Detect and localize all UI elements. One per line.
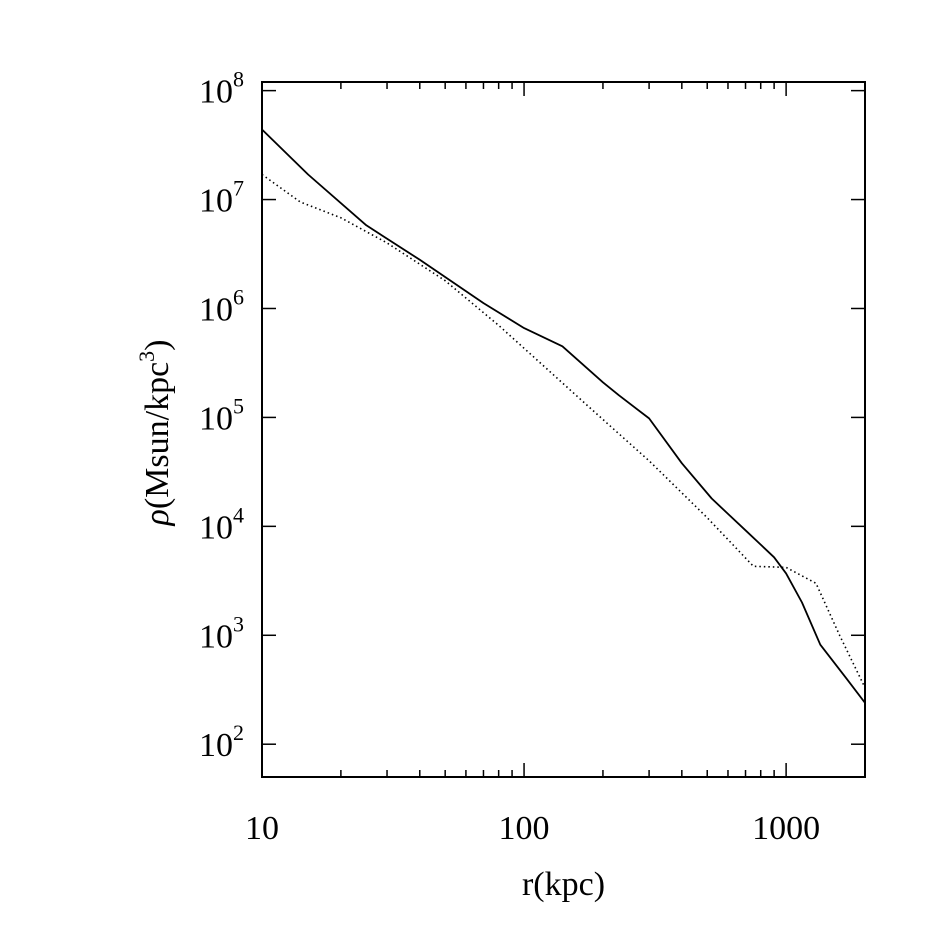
y-tick-label: 107 <box>199 176 244 220</box>
y-tick-label: 102 <box>199 720 244 764</box>
y-axis-label-symbol: ρ <box>139 509 176 526</box>
y-tick-label-base: 10 <box>199 509 233 546</box>
y-tick-label-base: 10 <box>199 618 233 655</box>
y-tick-label-exponent: 8 <box>233 67 244 92</box>
y-tick-label-exponent: 5 <box>233 393 244 418</box>
y-tick-label-base: 10 <box>199 727 233 764</box>
x-axis-label: r(kpc) <box>522 866 605 903</box>
y-tick-label-base: 10 <box>199 74 233 111</box>
y-tick-label: 103 <box>199 611 244 655</box>
y-tick-label-exponent: 7 <box>233 176 244 201</box>
y-axis-label-text: (Msun/kpc <box>139 362 176 509</box>
y-tick-label: 106 <box>199 284 244 328</box>
x-tick-label: 100 <box>499 810 550 847</box>
y-tick-label-base: 10 <box>199 291 233 328</box>
x-tick-labels: 10 100 1000 <box>245 810 820 847</box>
y-tick-label-exponent: 3 <box>233 611 244 636</box>
y-tick-label: 108 <box>199 67 244 111</box>
y-tick-label-exponent: 4 <box>233 502 244 527</box>
y-tick-label-exponent: 2 <box>233 720 244 745</box>
y-tick-label: 104 <box>199 502 244 546</box>
y-axis-label-close: ) <box>139 340 176 351</box>
x-tick-label: 1000 <box>752 810 820 847</box>
y-tick-label-base: 10 <box>199 400 233 437</box>
y-axis-label: ρ(Msun/kpc3) <box>134 340 176 527</box>
x-ticks <box>261 82 866 777</box>
solid-series-line <box>262 128 865 704</box>
dotted-series-line <box>262 173 865 689</box>
series-layer <box>262 128 865 704</box>
y-ticks <box>262 89 865 745</box>
x-tick-label: 10 <box>245 810 279 847</box>
y-tick-label-exponent: 6 <box>233 284 244 309</box>
y-axis-label-superscript: 3 <box>134 351 159 362</box>
y-tick-label: 105 <box>199 393 244 437</box>
plot-frame <box>261 81 866 778</box>
y-tick-label-base: 10 <box>199 183 233 220</box>
